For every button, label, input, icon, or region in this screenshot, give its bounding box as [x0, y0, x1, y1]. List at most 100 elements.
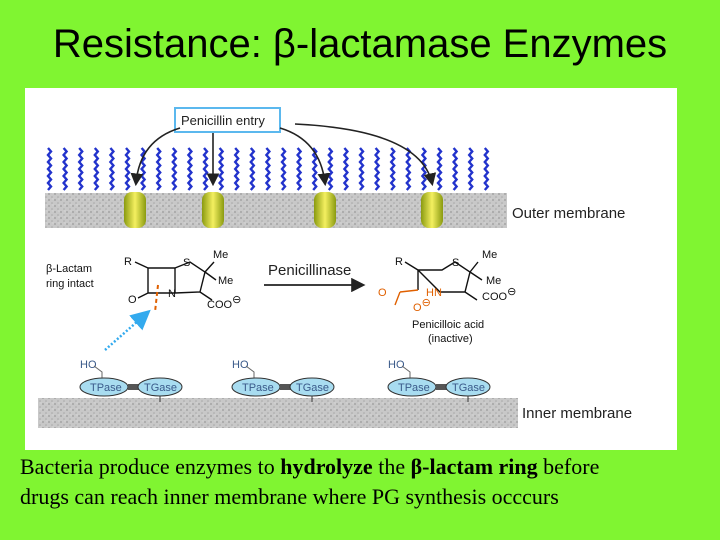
product-label: (inactive) [428, 333, 473, 345]
atom: R [395, 256, 403, 268]
lipid [264, 147, 271, 191]
linker [436, 384, 448, 390]
porin [202, 192, 224, 228]
lipid [358, 147, 365, 191]
lipid [420, 147, 427, 191]
lipid [342, 147, 349, 191]
porin [314, 192, 336, 228]
inner-membrane-band [38, 398, 518, 428]
caption-text: the [372, 454, 411, 479]
atom: O [128, 294, 137, 306]
ho-bond [245, 365, 255, 380]
atom: O [413, 302, 422, 314]
arrow [130, 127, 181, 187]
intact-label: ring intact [46, 278, 94, 290]
lipid [405, 147, 412, 191]
atom: Me [213, 249, 228, 261]
caption-bold: hydrolyze [280, 454, 373, 479]
intact-label: β-Lactam [46, 263, 92, 275]
outer-membrane-label: Outer membrane [512, 205, 625, 222]
porin [124, 192, 146, 228]
lipid [171, 147, 178, 191]
entry-label: Penicillin entry [181, 113, 265, 128]
lipid [452, 147, 459, 191]
lipid [311, 147, 318, 191]
charge: ⊖ [422, 297, 431, 309]
arrow [279, 127, 331, 187]
atom: S [452, 257, 459, 269]
lipid [374, 147, 381, 191]
porins [124, 192, 443, 228]
lipid [108, 147, 115, 191]
lipid [389, 147, 396, 191]
bonds [394, 289, 419, 306]
inner-membrane-label: Inner membrane [522, 405, 632, 422]
tpase-label: TPase [90, 382, 122, 394]
arrow [294, 123, 437, 187]
caption-line: drugs can reach inner membrane where PG … [20, 484, 559, 509]
lipid [296, 147, 303, 191]
atom: HN [426, 287, 442, 299]
linker [128, 384, 140, 390]
atom: COO [482, 291, 508, 303]
lipid [93, 147, 100, 191]
ho-label: HO [388, 359, 405, 371]
atom: COO⊖ [482, 286, 516, 303]
lipid [483, 147, 490, 191]
slide-title: Resistance: β-lactamase Enzymes [52, 22, 668, 66]
lipid [218, 147, 225, 191]
atom: COO [207, 299, 233, 311]
lipid [233, 147, 240, 191]
atom: O [378, 287, 387, 299]
lipid [186, 147, 193, 191]
attack-arrow [104, 309, 151, 351]
lipid [202, 147, 209, 191]
lipid-layer [46, 147, 490, 191]
caption-bold: β-lactam ring [410, 454, 538, 479]
atom: COO⊖ [207, 294, 241, 311]
lipid [124, 147, 131, 191]
enzyme-complexes: HO TPase TGase HO TPase TGase HO TPase TGase [79, 359, 491, 402]
product-label: Penicilloic acid [412, 319, 484, 331]
entry-arrows [130, 123, 437, 187]
entry-box [174, 107, 281, 133]
lipid [46, 147, 53, 191]
caption-text: before [537, 454, 600, 479]
atom: Me [482, 249, 497, 261]
caption: Bacteria produce enzymes to hydrolyze th… [20, 452, 720, 512]
enzyme-label: Penicillinase [268, 262, 351, 279]
tgase-label: TGase [144, 382, 177, 394]
lipid [467, 147, 474, 191]
lipid [155, 147, 162, 191]
linker [280, 384, 292, 390]
atom: R [124, 256, 132, 268]
tgase-label: TGase [296, 382, 329, 394]
bonds [404, 261, 483, 301]
ho-bond [93, 365, 103, 380]
porin [421, 192, 443, 228]
atom: O⊖ [413, 297, 431, 314]
lipid [436, 147, 443, 191]
tgase-label: TGase [452, 382, 485, 394]
charge: ⊖ [507, 286, 516, 298]
charge: ⊖ [232, 294, 241, 306]
lipid [77, 147, 84, 191]
tpase-label: TPase [398, 382, 430, 394]
lipid [62, 147, 69, 191]
ho-bond [401, 365, 411, 380]
ho-label: HO [232, 359, 249, 371]
cleavage-mark [154, 284, 159, 313]
ho-label: HO [80, 359, 97, 371]
atom: Me [218, 275, 233, 287]
bonds [134, 261, 217, 301]
left-structure [134, 261, 217, 301]
lipid [249, 147, 256, 191]
caption-line: Bacteria produce enzymes to hydrolyze th… [20, 452, 720, 482]
right-structure [394, 261, 483, 306]
atom: N [168, 288, 176, 300]
tpase-label: TPase [242, 382, 274, 394]
lipid [280, 147, 287, 191]
atom: S [183, 257, 190, 269]
